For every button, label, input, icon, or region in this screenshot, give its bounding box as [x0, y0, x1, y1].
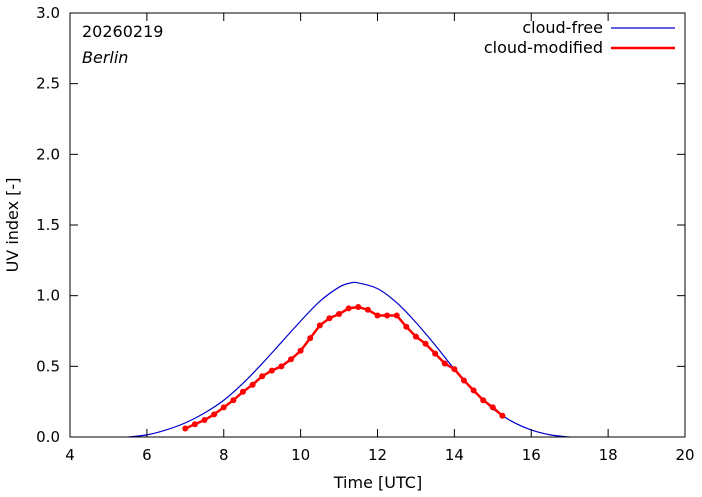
legend-label-cloud-modified: cloud-modified	[484, 38, 603, 57]
data-point-cloud-modified	[297, 347, 304, 354]
data-point-cloud-modified	[220, 404, 227, 411]
x-tick-label: 18	[599, 446, 618, 464]
data-point-cloud-modified	[441, 360, 448, 367]
data-point-cloud-modified	[201, 417, 208, 424]
legend: cloud-free cloud-modified	[484, 18, 675, 57]
y-tick-label: 2.5	[36, 75, 60, 93]
data-point-cloud-modified	[374, 312, 381, 319]
legend-label-cloud-free: cloud-free	[522, 18, 603, 37]
data-point-cloud-modified	[307, 335, 314, 342]
data-point-cloud-modified	[316, 322, 323, 329]
x-tick-label: 4	[65, 446, 75, 464]
x-tick-label: 10	[291, 446, 310, 464]
y-tick-label: 2.0	[36, 145, 60, 163]
data-point-cloud-modified	[499, 412, 506, 419]
x-axis-label: Time [UTC]	[333, 473, 422, 492]
y-tick-label: 0.0	[36, 428, 60, 446]
data-point-cloud-modified	[230, 397, 237, 404]
y-tick-label: 1.0	[36, 287, 60, 305]
data-point-cloud-modified	[364, 306, 371, 313]
x-tick-label: 16	[522, 446, 541, 464]
data-point-cloud-modified	[345, 305, 352, 312]
data-point-cloud-modified	[460, 377, 467, 384]
location-annotation: Berlin	[82, 48, 128, 67]
x-tick-label: 14	[445, 446, 464, 464]
data-point-cloud-modified	[268, 367, 275, 374]
series-layer	[127, 281, 570, 438]
data-point-cloud-modified	[191, 421, 198, 428]
data-point-cloud-modified	[249, 381, 256, 388]
data-point-cloud-modified	[288, 356, 295, 363]
data-point-cloud-modified	[259, 373, 266, 380]
y-tick-label: 0.5	[36, 357, 60, 375]
y-tick-label: 3.0	[36, 4, 60, 22]
plot-frame	[69, 12, 686, 438]
x-tick-label: 12	[368, 446, 387, 464]
data-point-cloud-modified	[403, 323, 410, 330]
data-point-cloud-modified	[422, 340, 429, 347]
data-point-cloud-modified	[393, 312, 400, 319]
y-axis-label: UV index [-]	[3, 178, 22, 273]
data-point-cloud-modified	[489, 404, 496, 411]
data-point-cloud-modified	[326, 315, 333, 322]
data-point-cloud-modified	[182, 425, 189, 432]
data-point-cloud-modified	[278, 363, 285, 370]
date-annotation: 20260219	[82, 22, 163, 41]
data-point-cloud-modified	[239, 388, 246, 395]
data-point-cloud-modified	[451, 366, 458, 373]
series-line-cloud-modified	[184, 305, 504, 430]
data-point-cloud-modified	[480, 397, 487, 404]
data-point-cloud-modified	[412, 333, 419, 340]
data-point-cloud-modified	[432, 350, 439, 357]
data-point-cloud-modified	[470, 387, 477, 394]
y-tick-label: 1.5	[36, 216, 60, 234]
x-tick-label: 20	[675, 446, 694, 464]
x-tick-label: 8	[219, 446, 229, 464]
data-point-cloud-modified	[336, 311, 343, 318]
data-point-cloud-modified	[211, 411, 218, 418]
tick-layer: 4 6 8 10 12 14 16 18 20 0.0 0.5 1.0 1.5 2.0 2.5 3.0	[36, 4, 694, 464]
data-point-cloud-modified	[355, 303, 362, 310]
x-tick-label: 6	[142, 446, 152, 464]
data-point-cloud-modified	[384, 312, 391, 319]
